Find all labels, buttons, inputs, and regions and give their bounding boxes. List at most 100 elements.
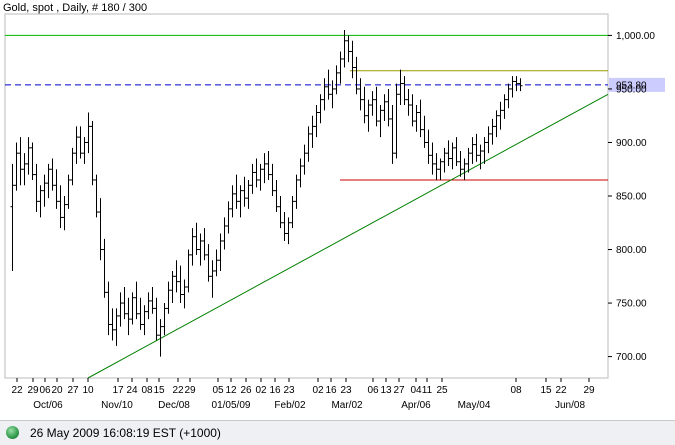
x-day-label: 08 <box>510 385 522 396</box>
ohlc-bar <box>138 297 143 330</box>
ohlc-bar <box>282 212 287 241</box>
ohlc-bar <box>66 174 71 209</box>
ohlc-bar <box>426 129 431 164</box>
x-month-label: Apr/06 <box>401 400 431 411</box>
x-day-label: 20 <box>51 385 63 396</box>
ohlc-bar <box>330 80 335 109</box>
x-month-label: Mar/02 <box>331 400 363 411</box>
plot-area <box>4 13 609 379</box>
ohlc-bar <box>462 158 467 180</box>
ohlc-bar <box>214 249 219 277</box>
ohlc-bars <box>10 30 523 357</box>
ohlc-bar <box>94 174 99 218</box>
ohlc-bar <box>466 147 471 173</box>
ohlc-bar <box>438 158 443 180</box>
ohlc-bar <box>266 151 271 180</box>
chart-title: Gold, spot , Daily, # 180 / 300 <box>3 2 148 14</box>
x-day-label: 04 <box>410 385 422 396</box>
ohlc-bar <box>218 233 223 271</box>
ohlc-bar <box>58 185 63 229</box>
ohlc-bar <box>470 137 475 164</box>
ohlc-bar <box>102 238 107 298</box>
price-label-text: 953.80 <box>616 80 647 91</box>
ohlc-bar <box>54 169 59 209</box>
ohlc-bar <box>326 69 331 100</box>
ohlc-bar <box>286 217 291 245</box>
ohlc-bar <box>86 112 91 154</box>
x-day-label: 05 <box>212 385 224 396</box>
ohlc-bar <box>422 115 427 148</box>
trend-line-layer <box>87 93 609 379</box>
ohlc-bar <box>342 30 347 68</box>
x-day-label: 02 <box>312 385 324 396</box>
ohlc-bar <box>126 297 131 336</box>
x-day-label: 26 <box>240 385 252 396</box>
ohlc-bar <box>486 126 491 154</box>
ohlc-bar <box>154 297 159 341</box>
ohlc-bar <box>42 174 47 207</box>
ohlc-bar <box>30 142 35 180</box>
x-day-label: 27 <box>393 385 405 396</box>
ohlc-bar <box>358 78 363 111</box>
x-day-label: 22 <box>555 385 567 396</box>
horizontal-levels: 953.80 <box>5 34 665 181</box>
ohlc-bar <box>262 153 267 184</box>
x-day-label: 08 <box>141 385 153 396</box>
ohlc-bar <box>174 260 179 293</box>
ohlc-bar <box>454 137 459 167</box>
ohlc-bar <box>158 319 163 357</box>
ohlc-bar <box>78 126 83 159</box>
ohlc-bar <box>206 244 211 282</box>
ohlc-bar <box>478 144 483 170</box>
ohlc-bar <box>142 305 147 336</box>
ohlc-bar <box>314 105 319 138</box>
trend-line <box>87 93 609 379</box>
y-tick-label: 800.00 <box>616 245 647 256</box>
ohlc-bar <box>394 83 399 159</box>
ohlc-bar <box>402 76 407 105</box>
x-day-label: 22 <box>172 385 184 396</box>
ohlc-bar <box>130 292 135 325</box>
ohlc-bar <box>378 105 383 138</box>
ohlc-bar <box>90 121 95 186</box>
status-indicator-icon <box>6 426 19 439</box>
x-day-label: 29 <box>184 385 196 396</box>
ohlc-bar <box>70 147 75 186</box>
x-day-label: 10 <box>82 385 94 396</box>
y-tick-label: 850.00 <box>616 192 647 203</box>
ohlc-bar <box>350 40 355 79</box>
ohlc-bar <box>302 144 307 175</box>
ohlc-bar <box>490 118 495 145</box>
x-month-label: May/04 <box>458 400 491 411</box>
x-day-label: 11 <box>422 385 433 396</box>
price-chart: 953.80 700.00 750.00 800.00 850.00 900.00 950… <box>4 13 665 411</box>
ohlc-bar <box>202 228 207 261</box>
y-tick-label: 700.00 <box>616 352 647 363</box>
x-day-label: 02 <box>255 385 267 396</box>
ohlc-bar <box>338 51 343 84</box>
ohlc-bar <box>18 137 23 186</box>
ohlc-bar <box>82 137 87 164</box>
ohlc-bar <box>366 99 371 132</box>
ohlc-bar <box>474 133 479 162</box>
ohlc-bar <box>386 88 391 127</box>
ohlc-bar <box>254 158 259 188</box>
ohlc-bar <box>450 142 455 170</box>
ohlc-bar <box>162 303 167 336</box>
ohlc-bar <box>498 101 503 130</box>
x-day-label: 16 <box>325 385 337 396</box>
ohlc-bar <box>34 163 39 213</box>
ohlc-bar <box>118 292 123 327</box>
x-axis: 22 29 06 20 27 10 17 24 08 15 22 29 05 12 26 02 16 23 02 16… <box>11 378 595 411</box>
ohlc-bar <box>14 142 19 191</box>
ohlc-bar <box>414 105 419 132</box>
ohlc-bar <box>258 163 263 191</box>
ohlc-bar <box>190 228 195 266</box>
ohlc-bar <box>294 174 299 209</box>
ohlc-bar <box>398 69 403 105</box>
ohlc-bar <box>178 265 183 304</box>
x-day-label: 23 <box>283 385 295 396</box>
ohlc-bar <box>146 292 151 320</box>
ohlc-bar <box>362 86 367 124</box>
ohlc-bar <box>226 201 231 234</box>
